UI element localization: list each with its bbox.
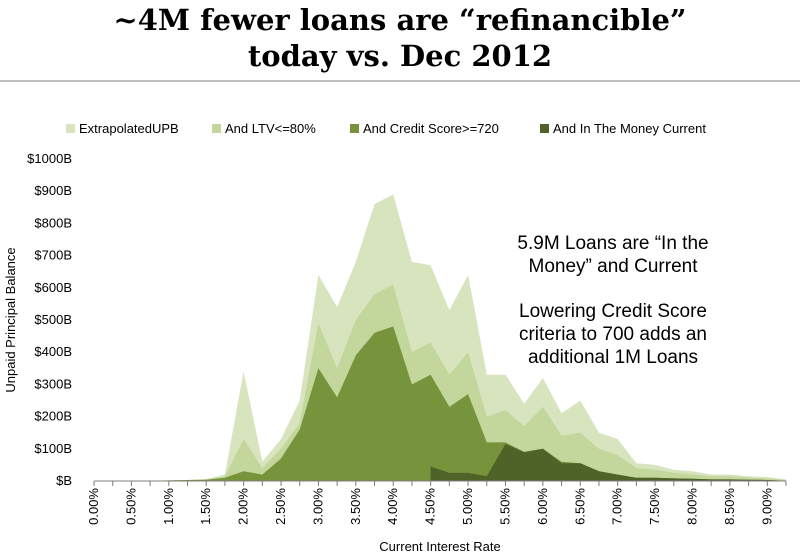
chart-legend: ExtrapolatedUPB And LTV<=80% And Credit Sc… bbox=[66, 121, 706, 136]
legend-label-4: And In The Money Current bbox=[553, 121, 706, 136]
legend-swatch-4 bbox=[540, 124, 549, 133]
x-tick-label: 9.00% bbox=[759, 488, 774, 525]
series-area-1 bbox=[94, 194, 786, 481]
y-tick-label: $700B bbox=[34, 248, 72, 263]
y-axis-title: Unpaid Principal Balance bbox=[3, 247, 18, 392]
legend-swatch-2 bbox=[212, 124, 221, 133]
legend-label-2: And LTV<=80% bbox=[225, 121, 316, 136]
annotation-line-5: additional 1M Loans bbox=[527, 347, 699, 368]
y-tick-label: $300B bbox=[34, 376, 72, 391]
annotation-line-4: criteria to 700 adds an bbox=[518, 324, 707, 345]
slide-title: ~4M fewer loans are “refinancible” today… bbox=[0, 2, 800, 74]
y-tick-label: $900B bbox=[34, 183, 72, 198]
legend-swatch-1 bbox=[66, 124, 75, 133]
title-divider bbox=[0, 80, 800, 82]
x-tick-label: 0.50% bbox=[123, 488, 138, 525]
series-area-2 bbox=[94, 284, 786, 481]
x-tick-label: 8.50% bbox=[722, 488, 737, 525]
x-tick-label: 1.00% bbox=[161, 488, 176, 525]
x-axis-title: Current Interest Rate bbox=[379, 539, 500, 554]
y-tick-label: $600B bbox=[34, 280, 72, 295]
x-tick-label: 3.00% bbox=[310, 488, 325, 525]
legend-swatch-3 bbox=[350, 124, 359, 133]
y-tick-label: $800B bbox=[34, 215, 72, 230]
y-tick-label: $100B bbox=[34, 441, 72, 456]
chart-annotation: 5.9M Loans are “In the Money” and Curren… bbox=[490, 232, 736, 369]
legend-label-1: ExtrapolatedUPB bbox=[79, 121, 179, 136]
x-tick-label: 1.50% bbox=[198, 488, 213, 525]
legend-label-3: And Credit Score>=720 bbox=[363, 121, 499, 136]
y-tick-label: $1000B bbox=[27, 151, 72, 166]
y-tick-label: $B bbox=[56, 473, 72, 488]
x-tick-label: 8.00% bbox=[684, 488, 699, 525]
x-tick-label: 7.00% bbox=[610, 488, 625, 525]
chart-axes: $B $100B $200B $300B $400B $500B $600B $700B $80… bbox=[3, 151, 787, 554]
annotation-line-1: 5.9M Loans are “In the bbox=[517, 233, 709, 254]
series-area-3 bbox=[94, 326, 786, 481]
x-tick-label: 7.50% bbox=[647, 488, 662, 525]
x-tick-label: 0.00% bbox=[86, 488, 101, 525]
x-tick-label: 6.00% bbox=[535, 488, 550, 525]
x-tick-label: 2.50% bbox=[273, 488, 288, 525]
y-tick-label: $400B bbox=[34, 344, 72, 359]
slide-title-line-2: today vs. Dec 2012 bbox=[247, 39, 553, 73]
x-tick-label: 5.00% bbox=[460, 488, 475, 525]
x-tick-label: 4.00% bbox=[385, 488, 400, 525]
x-tick-label: 6.50% bbox=[572, 488, 587, 525]
annotation-line-2: Money” and Current bbox=[528, 256, 698, 277]
x-tick-label: 2.00% bbox=[236, 488, 251, 525]
x-tick-label: 3.50% bbox=[348, 488, 363, 525]
y-tick-label: $500B bbox=[34, 312, 72, 327]
series-area-4 bbox=[430, 444, 786, 481]
x-tick-label: 5.50% bbox=[497, 488, 512, 525]
y-tick-label: $200B bbox=[34, 409, 72, 424]
chart-series bbox=[94, 194, 786, 481]
annotation-line-3: Lowering Credit Score bbox=[519, 301, 707, 322]
x-tick-label: 4.50% bbox=[423, 488, 438, 525]
slide-title-line-1: ~4M fewer loans are “refinancible” bbox=[113, 3, 687, 37]
